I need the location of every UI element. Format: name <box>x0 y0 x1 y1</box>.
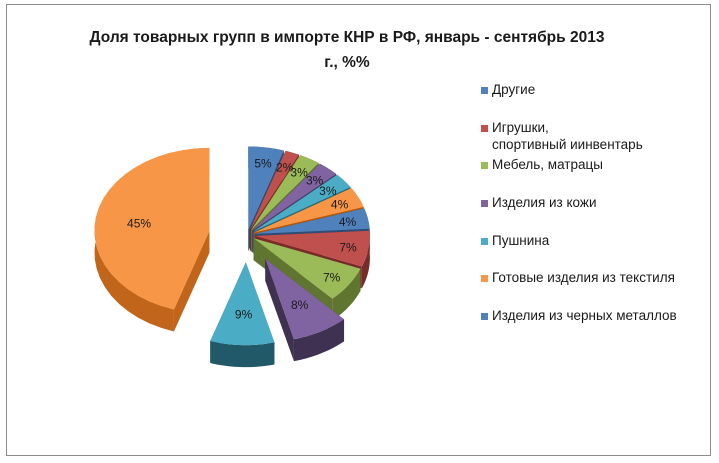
pie-slice-top-7 <box>254 230 370 267</box>
pie-slice-top-3 <box>252 163 337 231</box>
chart-title: Доля товарных групп в импорте КНР в РФ, … <box>67 25 627 75</box>
pie-slice-top-9 <box>265 258 345 340</box>
data-label-4: 3% <box>319 184 337 198</box>
legend-swatch <box>481 125 488 132</box>
chart-title-line-2: г., %% <box>324 54 370 71</box>
pie-slice-top-5 <box>254 188 364 233</box>
legend-item-1: Игрушки, спортивный иинвентарь <box>481 119 643 153</box>
pie-slice-top-6 <box>254 208 370 234</box>
legend-swatch <box>481 162 488 169</box>
data-label-10: 9% <box>235 308 253 322</box>
data-label-11: 45% <box>127 217 151 231</box>
legend-label: Мебель, матрацы <box>492 157 603 172</box>
legend-swatch <box>481 313 488 320</box>
legend-label: Пушнина <box>492 233 550 248</box>
pie-slice-top-0 <box>248 146 284 230</box>
data-label-5: 4% <box>331 198 349 212</box>
pie-slice-top-10 <box>210 262 275 346</box>
data-label-3: 3% <box>306 174 324 188</box>
legend-swatch <box>481 200 488 207</box>
legend-item-6: Изделия из черных металлов <box>481 307 677 324</box>
legend-swatch <box>481 238 488 245</box>
pie-slice-top-4 <box>253 174 351 232</box>
data-label-2: 3% <box>290 166 308 180</box>
pie-slice-top-8 <box>253 238 361 299</box>
legend-label: Изделия из черных металлов <box>492 308 677 323</box>
pie-slice-top-2 <box>251 155 319 231</box>
data-label-1: 2% <box>276 161 294 175</box>
pie-slice-wall-11-0 <box>173 230 210 332</box>
legend-item-5: Готовые изделия из текстиля <box>481 269 675 286</box>
legend-label: Готовые изделия из текстиля <box>492 270 675 285</box>
pie-slice-top-1 <box>249 150 299 230</box>
chart-frame: Доля товарных групп в импорте КНР в РФ, … <box>6 4 711 456</box>
pie-slice-top-11 <box>94 147 210 310</box>
pie-slice-side-7 <box>361 230 370 289</box>
legend-label: Изделия из кожи <box>492 195 597 210</box>
legend-item-4: Пушнина <box>481 232 549 249</box>
data-label-6: 4% <box>339 215 357 229</box>
legend-label: Игрушки, спортивный иинвентарь <box>492 120 643 152</box>
pie-slice-side-10 <box>210 341 275 368</box>
data-label-7: 7% <box>339 241 357 255</box>
legend-item-3: Изделия из кожи <box>481 194 596 211</box>
legend-item-2: Мебель, матрацы <box>481 156 603 173</box>
pie-slice-10 <box>210 262 275 368</box>
data-label-0: 5% <box>254 156 272 170</box>
legend-item-0: Другие <box>481 81 535 98</box>
legend-swatch <box>481 275 488 282</box>
legend-label: Другие <box>492 82 536 97</box>
pie-chart: 5% 2%3%3%3%4%4%7%7%8%9%45% <box>94 146 370 368</box>
legend-swatch <box>481 87 488 94</box>
data-label-9: 8% <box>291 298 309 312</box>
pie-slice-11 <box>94 147 210 332</box>
pie-slice-wall-9-1 <box>265 258 294 362</box>
data-label-8: 7% <box>323 270 341 284</box>
chart-title-line-1: Доля товарных групп в импорте КНР в РФ, … <box>89 29 605 46</box>
pie-slice-9 <box>265 258 345 362</box>
